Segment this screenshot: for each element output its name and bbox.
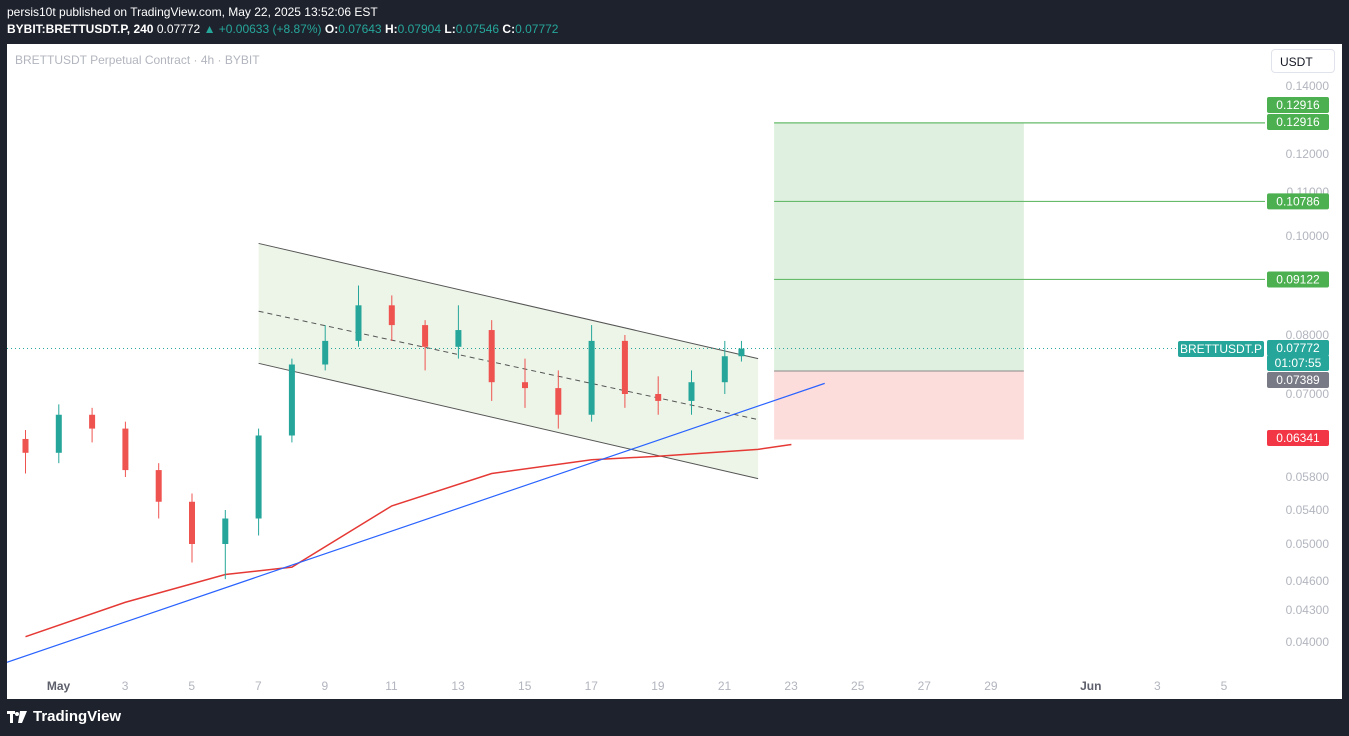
last-price-badge-bg	[1267, 340, 1329, 356]
price-tick-label: 0.05000	[1286, 537, 1330, 551]
candle-body	[222, 518, 229, 544]
channel-upper-line	[258, 242, 759, 360]
target-badge: 0.12916	[1276, 115, 1320, 129]
time-tick-label: 17	[585, 679, 599, 693]
brand-name: TradingView	[33, 708, 122, 725]
open-label: O:	[324, 22, 339, 36]
tradingview-logo-icon	[7, 710, 27, 723]
target-badge-bg	[1267, 193, 1329, 210]
price-tick-label: 0.04600	[1286, 574, 1330, 588]
close-value: 0.07772	[515, 22, 559, 36]
publish-info: persis10t published on TradingView.com, …	[7, 5, 378, 19]
candle-body	[355, 305, 362, 341]
high-label: H:	[384, 22, 398, 36]
price-tick-label: 0.05400	[1286, 503, 1330, 517]
chart-canvas[interactable]: 0.140000.120000.110000.100000.080000.070…	[7, 44, 1342, 699]
moving-average-line	[25, 443, 792, 638]
currency-button[interactable]: USDT	[1271, 49, 1335, 73]
candle-body	[22, 438, 29, 453]
symbol-ohlc-line: BYBIT:BRETTUSDT.P, 240 0.07772 ▲ +0.0063…	[7, 22, 558, 36]
symbol-label: BYBIT:BRETTUSDT.P, 240	[7, 22, 154, 36]
low-value: 0.07546	[455, 22, 500, 36]
candle-body	[588, 340, 595, 415]
candle-body	[422, 325, 429, 347]
time-tick-label: 3	[1154, 679, 1161, 693]
time-tick-label: 5	[188, 679, 195, 693]
candle-body	[155, 470, 162, 502]
time-tick-label: 27	[918, 679, 932, 693]
price-tick-label: 0.04300	[1286, 603, 1330, 617]
high-value: 0.07904	[397, 22, 442, 36]
countdown-badge: 01:07:55	[1275, 356, 1322, 370]
open-value: 0.07643	[338, 22, 382, 36]
close-label: C:	[502, 22, 516, 36]
target-badge: 0.10786	[1276, 194, 1320, 208]
price-tick-label: 0.05800	[1286, 470, 1330, 484]
candle-body	[522, 382, 528, 389]
price-tick-label: 0.12000	[1286, 147, 1330, 161]
price-tick-label: 0.14000	[1286, 79, 1330, 93]
time-tick-label: 11	[385, 679, 398, 693]
time-tick-label: 3	[122, 679, 129, 693]
time-tick-label: 5	[1221, 679, 1228, 693]
target-badge-bg	[1267, 114, 1329, 130]
price-change: ▲ +0.00633 (+8.87%)	[203, 22, 322, 36]
price-tick-label: 0.08000	[1286, 328, 1330, 342]
candle-body	[455, 330, 462, 347]
entry-badge-bg	[1267, 372, 1329, 388]
chart-area[interactable]: 0.14000 0.12000 0.11000 0.10000 0.08000 0.070…	[7, 44, 1342, 699]
symbol-badge: BRETTUSDT.P	[1180, 342, 1262, 356]
time-tick-label: 13	[451, 679, 465, 693]
price-tick-label: 0.04000	[1286, 635, 1330, 649]
countdown-badge-bg	[1267, 355, 1329, 371]
candle-body	[721, 356, 728, 383]
candle-body	[655, 394, 662, 401]
price-tick-label: 0.10000	[1286, 229, 1330, 243]
candle-body	[322, 340, 329, 365]
time-tick-label: 23	[784, 679, 798, 693]
channel-fill	[258, 243, 759, 479]
stop-zone	[774, 371, 1024, 440]
time-tick-label: 25	[851, 679, 865, 693]
time-tick-label: 9	[322, 679, 329, 693]
candle-body	[189, 501, 195, 544]
last-price: 0.07772	[156, 22, 201, 36]
candle-body	[122, 428, 129, 471]
candle-body	[288, 364, 295, 436]
entry-badge: 0.07389	[1276, 373, 1320, 387]
time-tick-label: 7	[255, 679, 262, 693]
candle-body	[688, 382, 695, 401]
channel-lower-line	[258, 362, 759, 480]
last-price-badge: 0.07772	[1276, 341, 1320, 355]
tradingview-brand[interactable]: TradingView	[7, 708, 121, 725]
target-badge: 0.09122	[1276, 272, 1320, 286]
symbol-badge-bg	[1178, 341, 1264, 357]
price-tick-label: 0.07000	[1286, 387, 1330, 401]
low-label: L:	[444, 22, 456, 36]
target-badge: 0.12916	[1276, 98, 1320, 112]
channel-mid-line	[258, 310, 759, 421]
candle-body	[55, 414, 62, 453]
time-tick-label: 19	[651, 679, 665, 693]
target-badge-bg	[1267, 97, 1329, 113]
time-tick-label: 29	[984, 679, 998, 693]
candle-body	[555, 388, 562, 415]
candle-body	[621, 340, 628, 394]
target-zone	[774, 122, 1024, 372]
time-tick-label: 21	[718, 679, 732, 693]
time-tick-label: Jun	[1080, 679, 1101, 693]
candle-body	[388, 305, 395, 326]
time-tick-label: 15	[518, 679, 532, 693]
trendline	[7, 382, 825, 663]
stop-badge: 0.06341	[1276, 431, 1320, 445]
candle-body	[488, 330, 495, 383]
stop-badge-bg	[1267, 430, 1329, 446]
target-badge-bg	[1267, 271, 1329, 288]
time-tick-label: May	[47, 679, 71, 693]
candle-body	[738, 348, 745, 357]
chart-title: BRETTUSDT Perpetual Contract · 4h · BYBI…	[15, 53, 260, 67]
candle-body	[89, 414, 96, 429]
candle-body	[255, 435, 262, 519]
